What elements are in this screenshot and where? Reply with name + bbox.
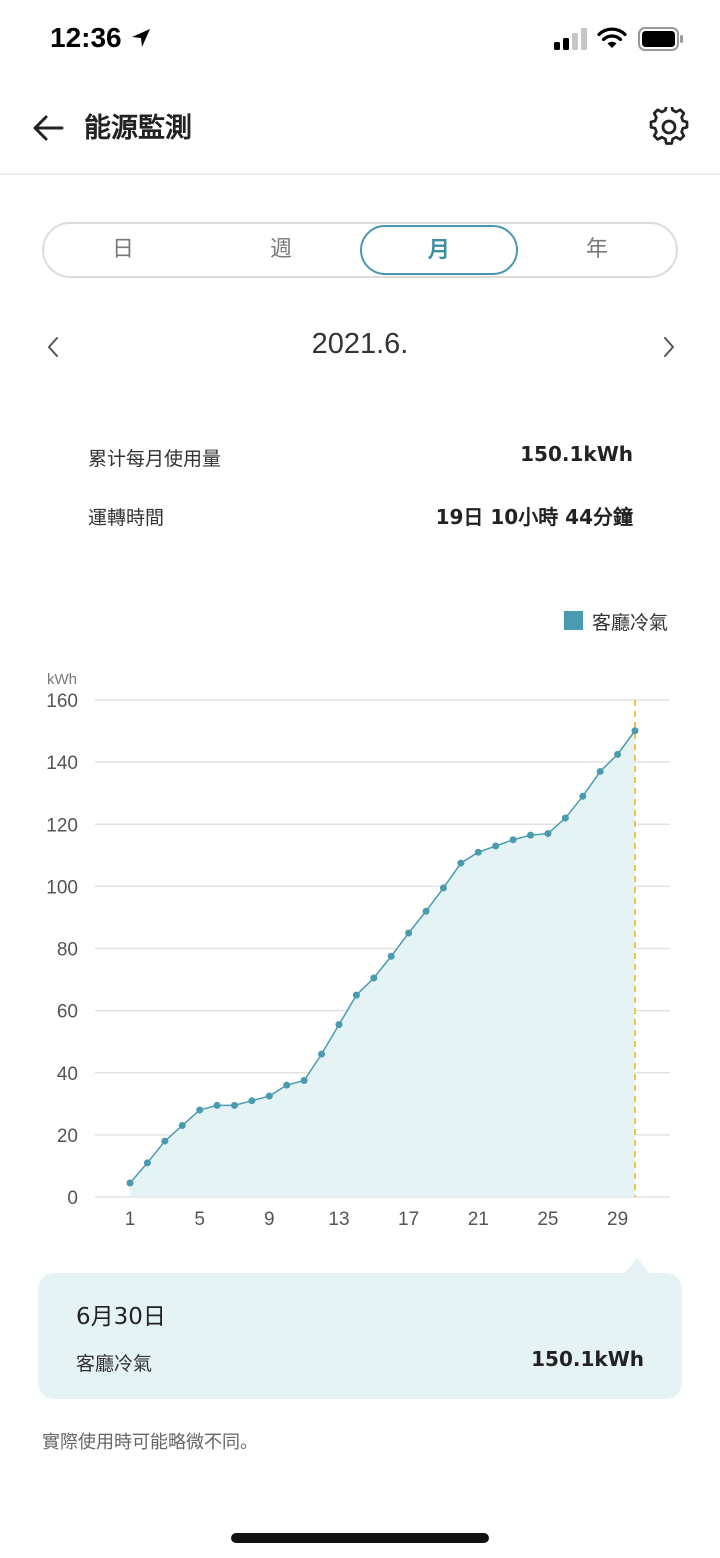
x-tick-label: 17 xyxy=(398,1209,419,1230)
data-point xyxy=(143,1159,151,1167)
y-tick-label: 0 xyxy=(67,1188,78,1209)
x-tick-label: 9 xyxy=(264,1209,275,1230)
data-point xyxy=(457,859,465,867)
data-point xyxy=(596,767,604,775)
data-point xyxy=(474,848,482,856)
chevron-right-icon xyxy=(664,337,674,357)
data-point xyxy=(248,1097,256,1105)
y-tick-label: 40 xyxy=(57,1064,78,1085)
y-tick-label: 100 xyxy=(46,877,78,898)
data-point xyxy=(178,1122,186,1130)
back-button[interactable] xyxy=(28,108,68,148)
previous-period-button[interactable] xyxy=(38,332,68,362)
current-period-label: 2021.6. xyxy=(311,328,409,360)
home-indicator[interactable] xyxy=(231,1533,489,1543)
period-selector: 日 週 月 年 xyxy=(42,222,678,278)
data-point xyxy=(387,952,395,960)
data-point xyxy=(561,814,569,822)
status-bar: 12:36 xyxy=(0,0,720,80)
y-tick-label: 160 xyxy=(46,691,78,712)
data-point xyxy=(370,974,378,982)
tooltip-series-name: 客廳冷氣 xyxy=(76,1353,153,1375)
data-point xyxy=(492,842,500,850)
battery-icon xyxy=(638,27,684,55)
tab-year[interactable]: 年 xyxy=(585,237,608,262)
x-tick-label: 5 xyxy=(194,1209,205,1230)
data-point xyxy=(265,1092,273,1100)
runtime-value: 19日 10小時 44分鐘 xyxy=(435,505,633,529)
location-arrow-icon xyxy=(130,27,152,53)
app-header: 能源監測 xyxy=(0,80,720,175)
y-tick-label: 60 xyxy=(57,1002,78,1023)
data-tooltip: 6月30日 客廳冷氣 150.1kWh xyxy=(38,1273,682,1399)
data-point xyxy=(335,1021,343,1029)
data-point xyxy=(213,1101,221,1109)
data-point xyxy=(527,831,535,839)
chevron-left-icon xyxy=(48,337,58,357)
data-point xyxy=(422,907,430,915)
legend-swatch xyxy=(564,611,583,630)
tab-week[interactable]: 週 xyxy=(269,237,292,262)
next-period-button[interactable] xyxy=(654,332,684,362)
runtime-row: 運轉時間 19日 10小時 44分鐘 xyxy=(88,499,633,535)
y-tick-label: 140 xyxy=(46,753,78,774)
y-axis-unit-label: kWh xyxy=(47,671,77,688)
data-point xyxy=(405,929,413,937)
y-tick-label: 120 xyxy=(46,815,78,836)
gear-icon xyxy=(649,107,689,145)
tooltip-value: 150.1kWh xyxy=(531,1347,644,1371)
data-point xyxy=(196,1106,204,1114)
data-point xyxy=(579,792,587,800)
data-point xyxy=(126,1179,134,1187)
usage-chart[interactable]: kWh 0 20 40 60 80 100 120 140 160 1 5 9 13 17 21 25 29 xyxy=(0,660,720,1240)
y-tick-label: 80 xyxy=(57,940,78,961)
series-area xyxy=(130,730,635,1197)
x-tick-label: 13 xyxy=(328,1209,349,1230)
y-tick-label: 20 xyxy=(57,1126,78,1147)
data-point xyxy=(439,884,447,892)
data-point xyxy=(230,1101,238,1109)
tooltip-date: 6月30日 xyxy=(76,1304,166,1330)
status-time: 12:36 xyxy=(50,22,122,53)
arrow-left-icon xyxy=(33,115,64,141)
disclaimer-text: 實際使用時可能略微不同。 xyxy=(42,1432,258,1453)
date-navigator: 2021.6. xyxy=(0,320,720,376)
data-point xyxy=(318,1050,326,1058)
data-point xyxy=(300,1077,308,1085)
data-point xyxy=(509,836,517,844)
data-point xyxy=(614,750,622,758)
x-tick-label: 21 xyxy=(468,1209,489,1230)
tab-month[interactable]: 月 xyxy=(360,225,518,275)
wifi-icon xyxy=(597,26,627,54)
x-tick-label: 1 xyxy=(125,1209,136,1230)
data-point xyxy=(352,991,360,999)
monthly-usage-value: 150.1kWh xyxy=(520,442,633,466)
tab-day[interactable]: 日 xyxy=(111,237,134,262)
monthly-usage-row: 累计每月使用量 150.1kWh xyxy=(88,440,633,476)
runtime-label: 運轉時間 xyxy=(88,507,165,529)
cellular-signal-icon xyxy=(554,28,588,54)
legend-label: 客廳冷氣 xyxy=(592,612,669,634)
data-point xyxy=(544,830,552,838)
data-point xyxy=(161,1137,169,1145)
x-tick-label: 25 xyxy=(537,1209,558,1230)
settings-button[interactable] xyxy=(646,104,692,150)
page-title: 能源監測 xyxy=(84,113,192,144)
monthly-usage-label: 累计每月使用量 xyxy=(88,448,222,470)
x-tick-label: 29 xyxy=(607,1209,628,1230)
data-point xyxy=(631,727,639,735)
data-point xyxy=(283,1081,291,1089)
tooltip-pointer xyxy=(624,1258,650,1274)
